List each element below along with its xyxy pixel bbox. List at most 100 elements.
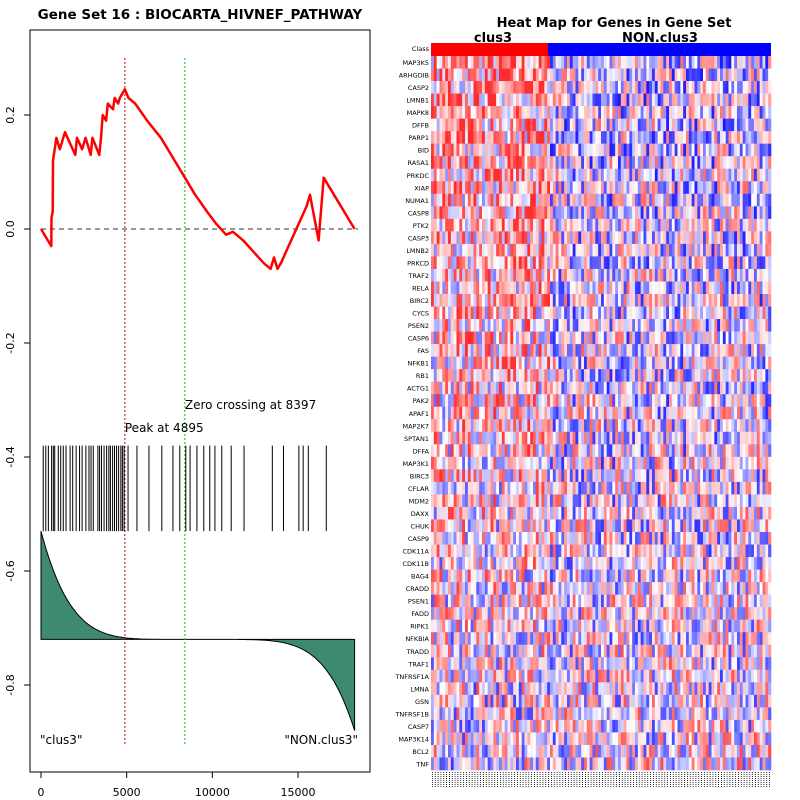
heat-cell xyxy=(535,81,539,94)
heat-cell xyxy=(552,294,556,307)
heat-cell xyxy=(450,68,454,82)
heat-cell xyxy=(598,506,602,520)
heat-cell xyxy=(465,394,469,408)
heat-cell xyxy=(660,381,664,395)
heat-cell xyxy=(603,106,607,119)
heat-cell xyxy=(462,268,466,282)
heat-cell xyxy=(470,419,474,433)
heat-cell xyxy=(558,231,562,245)
heat-cell xyxy=(598,268,602,282)
heat-cell xyxy=(643,344,647,357)
heat-cell xyxy=(606,281,610,295)
heat-cell xyxy=(649,268,653,282)
heat-cell xyxy=(584,481,588,495)
heat-cell xyxy=(439,56,443,69)
heat-cell xyxy=(473,444,477,458)
heat-cell xyxy=(473,369,477,382)
heat-cell xyxy=(564,319,568,332)
heat-cell xyxy=(445,344,449,357)
heat-cell xyxy=(603,406,607,420)
heat-cell xyxy=(524,193,528,207)
heat-cell xyxy=(479,193,483,207)
heat-cell xyxy=(476,68,480,82)
heat-cell xyxy=(527,206,531,220)
heat-cell xyxy=(745,281,749,295)
heat-cell xyxy=(643,181,647,195)
heat-cell xyxy=(547,344,551,357)
heat-cell xyxy=(601,56,605,69)
heat-cell xyxy=(762,419,766,433)
heat-cell xyxy=(586,494,590,508)
heat-cell xyxy=(535,231,539,245)
heat-cell xyxy=(720,532,724,545)
heat-cell xyxy=(652,306,656,320)
heat-cell xyxy=(669,93,673,107)
heat-cell xyxy=(711,319,715,332)
heat-cell xyxy=(660,406,664,420)
heat-cell xyxy=(499,68,503,82)
heat-cell xyxy=(742,106,746,119)
heat-cell xyxy=(754,369,758,382)
heat-cell xyxy=(578,131,582,144)
heat-cell xyxy=(541,131,545,144)
heat-cell xyxy=(501,131,505,144)
heat-cell xyxy=(683,243,687,257)
heat-cell xyxy=(762,319,766,332)
heat-cell xyxy=(722,331,726,345)
heat-cell xyxy=(714,256,718,270)
heat-cell xyxy=(683,519,687,533)
heat-cell xyxy=(674,181,678,195)
heat-cell xyxy=(663,294,667,307)
heat-cell xyxy=(632,331,636,345)
heat-cell xyxy=(686,506,690,520)
heat-cell xyxy=(516,268,520,282)
heat-cell xyxy=(504,93,508,107)
heat-cell xyxy=(728,193,732,207)
heat-cell xyxy=(674,206,678,220)
heat-cell xyxy=(720,469,724,483)
heat-cell xyxy=(680,506,684,520)
heat-cell xyxy=(759,168,763,182)
heat-cell xyxy=(756,331,760,345)
heat-cell xyxy=(527,243,531,257)
heat-cell xyxy=(513,456,517,470)
heat-cell xyxy=(762,494,766,508)
heat-cell xyxy=(674,131,678,144)
heat-cell xyxy=(575,206,579,220)
heat-cell xyxy=(646,444,650,458)
heat-cell xyxy=(453,444,457,458)
heat-cell xyxy=(720,319,724,332)
heat-cell xyxy=(737,544,741,558)
heat-cell xyxy=(671,256,675,270)
heat-cell xyxy=(674,68,678,82)
heat-cell xyxy=(620,256,624,270)
heat-cell xyxy=(705,456,709,470)
heat-cell xyxy=(453,532,457,545)
heat-cell xyxy=(691,118,695,132)
heat-cell xyxy=(544,494,548,508)
heat-cell xyxy=(669,256,673,270)
heat-cell xyxy=(453,557,457,570)
heat-cell xyxy=(507,281,511,295)
heat-cell xyxy=(586,193,590,207)
heat-cell xyxy=(589,469,593,483)
heat-cell xyxy=(501,356,505,370)
heat-cell xyxy=(569,231,573,245)
heat-cell xyxy=(669,181,673,195)
heat-cell xyxy=(686,494,690,508)
heat-cell xyxy=(448,394,452,408)
heat-cell xyxy=(688,168,692,182)
heat-cell xyxy=(663,306,667,320)
heat-cell xyxy=(759,131,763,144)
heat-cell xyxy=(688,281,692,295)
heat-cell xyxy=(612,218,616,232)
heat-cell xyxy=(575,168,579,182)
heat-cell xyxy=(768,243,772,257)
heat-cell xyxy=(465,406,469,420)
heat-cell xyxy=(541,381,545,395)
heat-cell xyxy=(697,56,701,69)
heat-cell xyxy=(748,268,752,282)
heat-cell xyxy=(765,206,769,220)
heat-cell xyxy=(632,56,636,69)
heat-cell xyxy=(453,56,457,69)
